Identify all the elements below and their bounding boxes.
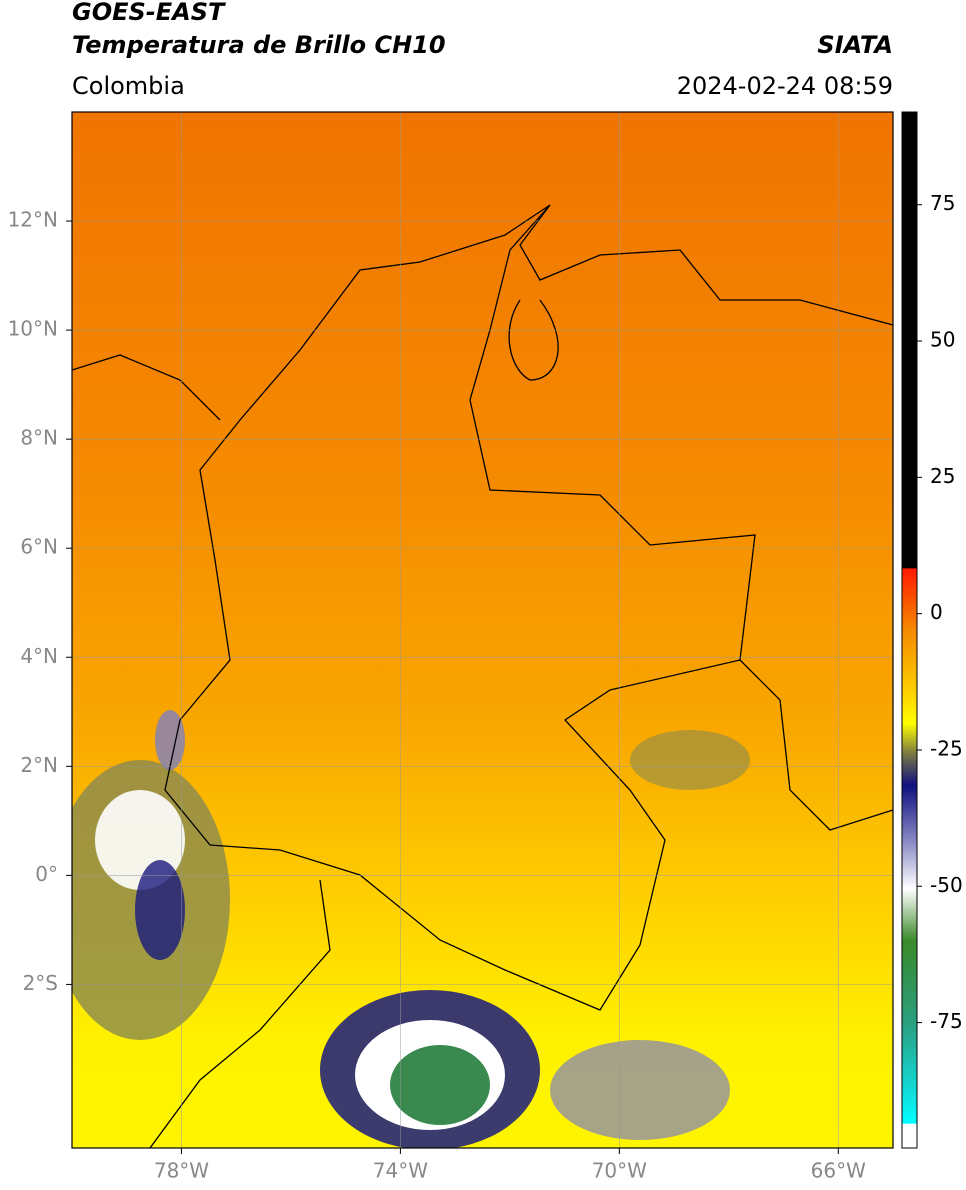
map-frame	[71, 111, 894, 1149]
colorbar-tick-label: 50	[930, 328, 955, 352]
colorbar-tick-label: -25	[930, 736, 963, 760]
subtitle: Temperatura de Brillo CH10	[72, 31, 446, 59]
source: SIATA	[817, 31, 893, 59]
colorbar-tick-label: 25	[930, 464, 955, 488]
title: GOES-EAST	[72, 0, 226, 26]
colorbar-ticks: 75 50 25 0 -25 -50 -75	[917, 191, 963, 1033]
cloud-cover	[72, 710, 750, 1148]
y-tick-label: 2°N	[20, 753, 58, 777]
x-tick-label: 74°W	[373, 1159, 428, 1183]
colorbar-tick-label: -50	[930, 873, 963, 897]
map-image	[72, 112, 893, 1148]
y-tick-label: 2°S	[23, 971, 58, 995]
y-tick-label: 10°N	[8, 317, 58, 341]
region: Colombia	[72, 72, 185, 100]
colorbar-tick-label: 0	[930, 600, 943, 624]
timestamp: 2024-02-24 08:59	[677, 72, 893, 100]
x-tick-label: 66°W	[811, 1159, 866, 1183]
y-tick-label: 8°N	[20, 426, 58, 450]
y-tick-label: 6°N	[20, 535, 58, 559]
colorbar	[901, 111, 918, 1149]
grid	[72, 112, 893, 1148]
x-tick-label: 78°W	[154, 1159, 209, 1183]
colorbar-tick-label: 75	[930, 191, 955, 215]
y-tick-label: 12°N	[8, 208, 58, 232]
colorbar-tick-label: -75	[930, 1009, 963, 1033]
y-tick-label: 4°N	[20, 644, 58, 668]
y-tick-label: 0°	[35, 862, 58, 886]
x-tick-label: 70°W	[592, 1159, 647, 1183]
borders	[72, 204, 893, 1148]
